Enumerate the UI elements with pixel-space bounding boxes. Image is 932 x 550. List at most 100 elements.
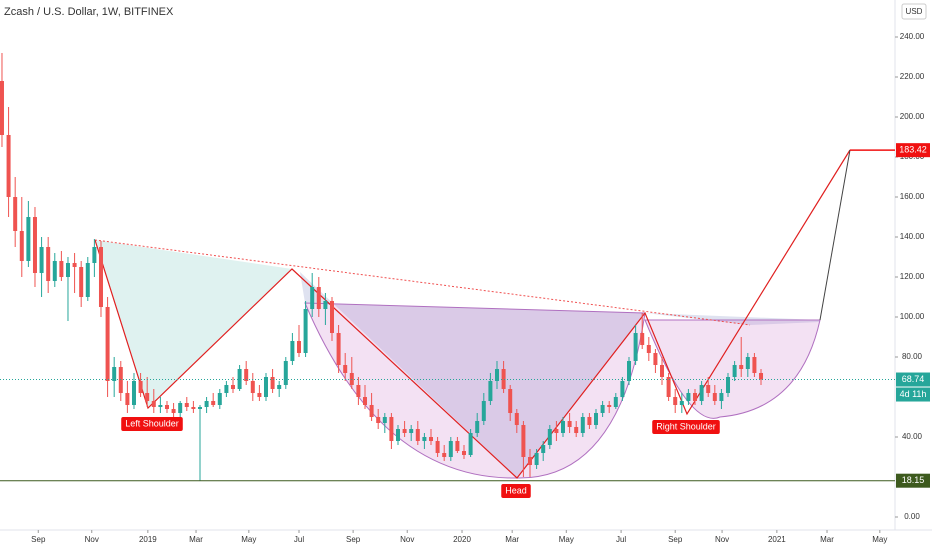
- candle-body: [653, 353, 658, 365]
- price-tag: [896, 372, 930, 387]
- candle-body: [554, 429, 559, 433]
- candle-body: [39, 247, 44, 273]
- x-tick-label: Jul: [616, 535, 626, 544]
- candle-body: [448, 441, 453, 457]
- candle-body: [92, 247, 97, 263]
- x-tick-label: Mar: [189, 535, 203, 544]
- candle-body: [693, 393, 698, 401]
- candle-body: [197, 407, 202, 409]
- candle-body: [495, 369, 500, 381]
- candle-body: [369, 405, 374, 417]
- shoulder-fill: [95, 240, 292, 408]
- candle-body: [46, 247, 51, 281]
- candle-body: [719, 393, 724, 401]
- candle-body: [310, 287, 315, 309]
- candle-body: [257, 393, 262, 397]
- pattern-label: Head: [505, 485, 527, 495]
- candle-body: [283, 361, 288, 385]
- pattern-label: Left Shoulder: [125, 418, 179, 428]
- pattern-label-box: [501, 484, 531, 498]
- currency-box: [901, 3, 927, 20]
- candle-body: [607, 405, 612, 407]
- candle-body: [587, 417, 592, 425]
- candle-body: [343, 365, 348, 373]
- candle-body: [488, 381, 493, 401]
- y-tick-label: 0.00: [904, 512, 920, 521]
- candle-body: [19, 231, 24, 261]
- candle-body: [303, 309, 308, 353]
- candle-body: [395, 429, 400, 441]
- candle-body: [224, 385, 229, 393]
- candle-body: [455, 441, 460, 451]
- candle-body: [415, 429, 420, 441]
- x-tick-label: May: [241, 535, 256, 544]
- y-tick-label: 160.00: [900, 192, 925, 201]
- candle-body: [561, 421, 566, 433]
- countdown-tag: [896, 387, 930, 402]
- candle-body: [706, 385, 711, 393]
- candle-body: [263, 377, 268, 397]
- candle-body: [699, 385, 704, 401]
- y-tick-label: 200.00: [900, 112, 925, 121]
- y-tick-label: 40.00: [902, 432, 923, 441]
- chart-title: Zcash / U.S. Dollar, 1W, BITFINEX: [4, 6, 174, 18]
- x-tick-label: Mar: [505, 535, 519, 544]
- neck-fill: [300, 272, 820, 478]
- candle-body: [666, 377, 671, 397]
- price-tag: [896, 473, 930, 488]
- candle-body: [277, 385, 282, 389]
- candle-body: [528, 457, 533, 465]
- candle-body: [65, 263, 70, 277]
- candle-body: [237, 369, 242, 389]
- candle-body: [613, 397, 618, 407]
- candle-body: [336, 333, 341, 365]
- price-tag-label: 183.42: [899, 145, 927, 155]
- y-tick-label: 140.00: [900, 232, 925, 241]
- price-tag: [896, 143, 930, 158]
- y-tick-label: 240.00: [900, 32, 925, 41]
- candle-body: [428, 437, 433, 441]
- candle-body: [501, 369, 506, 389]
- candle-body: [13, 197, 18, 231]
- candle-body: [462, 451, 467, 455]
- candle-body: [26, 217, 31, 261]
- candle-body: [660, 365, 665, 377]
- candle-body: [389, 417, 394, 441]
- candle-body: [442, 453, 447, 457]
- candle-body: [547, 429, 552, 445]
- candle-body: [620, 381, 625, 397]
- candle-body: [574, 427, 579, 433]
- candle-body: [435, 441, 440, 453]
- candle-body: [184, 403, 189, 407]
- candle-body: [244, 369, 249, 381]
- candle-body: [362, 397, 367, 405]
- candle-body: [580, 417, 585, 433]
- pattern-label: Right Shoulder: [656, 421, 716, 431]
- candle-body: [171, 409, 176, 413]
- candle-body: [382, 417, 387, 423]
- candle-body: [59, 261, 64, 277]
- candle-body: [376, 417, 381, 423]
- candle-body: [600, 405, 605, 413]
- x-tick-label: Sep: [31, 535, 46, 544]
- candle-body: [726, 377, 731, 393]
- candle-body: [316, 287, 321, 309]
- candle-body: [138, 381, 143, 393]
- projection-line: [819, 149, 851, 321]
- candle-body: [759, 373, 764, 380]
- candle-body: [290, 341, 295, 361]
- price-tag-label: 68.74: [902, 374, 925, 384]
- candle-body: [534, 453, 539, 465]
- candle-body: [125, 393, 130, 405]
- candle-body: [514, 413, 519, 425]
- candle-body: [230, 385, 235, 389]
- candle-body: [752, 357, 757, 373]
- candle-body: [541, 445, 546, 453]
- candle-body: [679, 401, 684, 405]
- x-tick-label: 2019: [139, 535, 157, 544]
- candle-body: [105, 307, 110, 381]
- candle-body: [673, 397, 678, 405]
- x-tick-label: Nov: [715, 535, 729, 544]
- price-tag-label: 18.15: [902, 475, 925, 485]
